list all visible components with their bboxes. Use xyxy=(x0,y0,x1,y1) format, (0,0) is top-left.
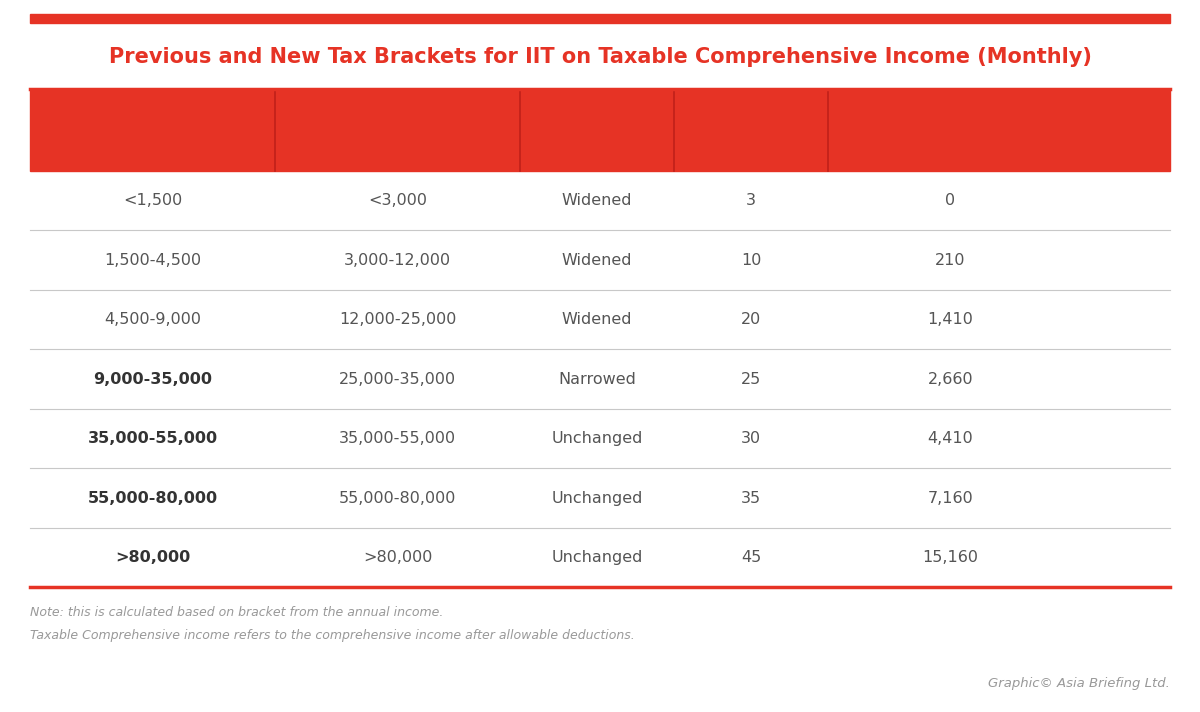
Text: 1,500-4,500: 1,500-4,500 xyxy=(104,253,202,268)
Text: 0: 0 xyxy=(946,193,955,208)
Text: Unchanged: Unchanged xyxy=(552,550,643,565)
Text: Effect: Effect xyxy=(570,122,624,137)
Text: IIT rate (%): IIT rate (%) xyxy=(700,122,802,137)
Text: 12,000-25,000: 12,000-25,000 xyxy=(338,312,456,327)
Text: >80,000: >80,000 xyxy=(115,550,190,565)
Text: <1,500: <1,500 xyxy=(122,193,182,208)
Text: Note: this is calculated based on bracket from the annual income.: Note: this is calculated based on bracke… xyxy=(30,606,443,619)
Bar xyxy=(30,89,1170,171)
Text: Quick deduction
(under new law): Quick deduction (under new law) xyxy=(877,112,1024,147)
Text: New bracket (RMB): New bracket (RMB) xyxy=(311,122,485,137)
Text: 35: 35 xyxy=(740,491,761,506)
Bar xyxy=(30,14,1170,23)
Text: Previous bracket* (RMB): Previous bracket* (RMB) xyxy=(42,122,263,137)
Text: Unchanged: Unchanged xyxy=(552,491,643,506)
Text: Widened: Widened xyxy=(562,312,632,327)
Text: Widened: Widened xyxy=(562,253,632,268)
Text: 3,000-12,000: 3,000-12,000 xyxy=(344,253,451,268)
Text: 30: 30 xyxy=(740,431,761,446)
Text: 4,500-9,000: 4,500-9,000 xyxy=(104,312,202,327)
Text: Graphic© Asia Briefing Ltd.: Graphic© Asia Briefing Ltd. xyxy=(988,677,1170,690)
Text: >80,000: >80,000 xyxy=(362,550,432,565)
Text: <3,000: <3,000 xyxy=(368,193,427,208)
Text: 210: 210 xyxy=(935,253,966,268)
Text: Narrowed: Narrowed xyxy=(558,372,636,387)
Text: 10: 10 xyxy=(740,253,761,268)
Text: Taxable Comprehensive income refers to the comprehensive income after allowable : Taxable Comprehensive income refers to t… xyxy=(30,629,635,642)
Text: Unchanged: Unchanged xyxy=(552,431,643,446)
Text: 9,000-35,000: 9,000-35,000 xyxy=(94,372,212,387)
Text: 55,000-80,000: 55,000-80,000 xyxy=(338,491,456,506)
Text: 35,000-55,000: 35,000-55,000 xyxy=(340,431,456,446)
Text: 3: 3 xyxy=(746,193,756,208)
Text: 25: 25 xyxy=(740,372,761,387)
Text: Previous and New Tax Brackets for IIT on Taxable Comprehensive Income (Monthly): Previous and New Tax Brackets for IIT on… xyxy=(108,47,1092,67)
Text: 55,000-80,000: 55,000-80,000 xyxy=(88,491,217,506)
Text: Widened: Widened xyxy=(562,193,632,208)
Text: 2,660: 2,660 xyxy=(928,372,973,387)
Text: 7,160: 7,160 xyxy=(928,491,973,506)
Text: 25,000-35,000: 25,000-35,000 xyxy=(340,372,456,387)
Text: 4,410: 4,410 xyxy=(928,431,973,446)
Text: 1,410: 1,410 xyxy=(928,312,973,327)
Text: 35,000-55,000: 35,000-55,000 xyxy=(88,431,217,446)
Text: 20: 20 xyxy=(740,312,761,327)
Text: 45: 45 xyxy=(740,550,761,565)
Text: 15,160: 15,160 xyxy=(923,550,978,565)
